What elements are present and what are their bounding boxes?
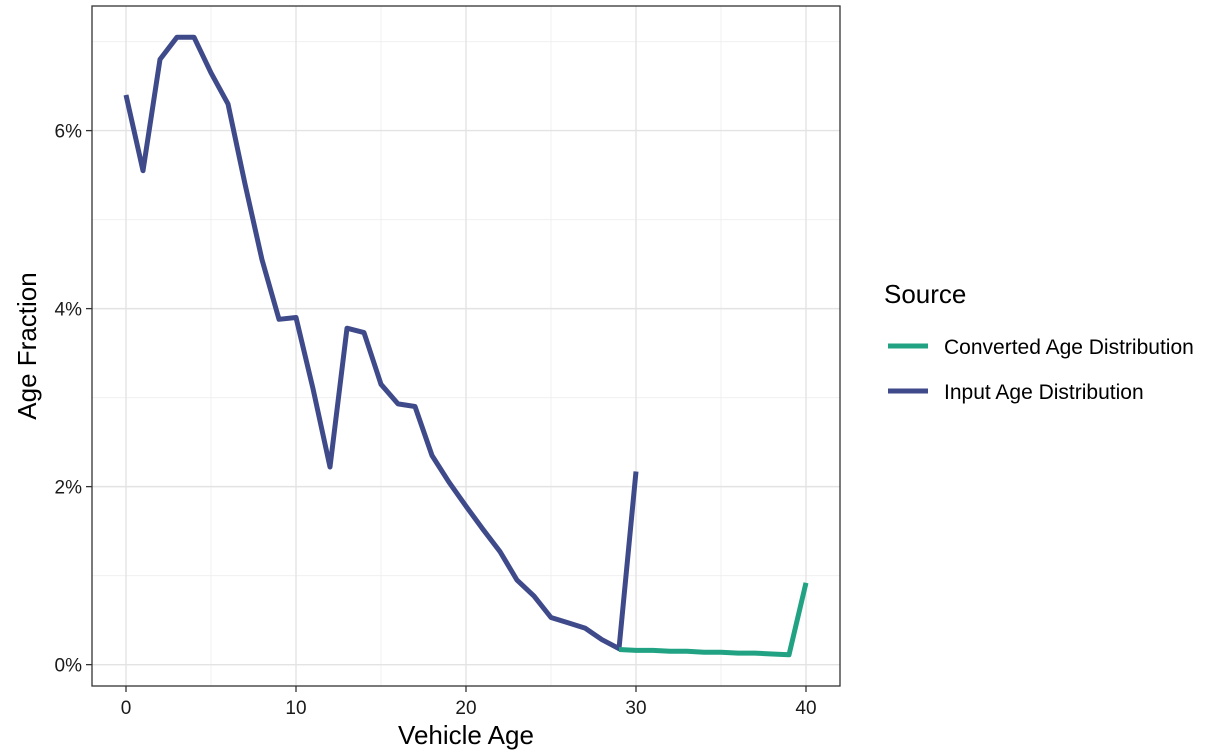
legend-title: Source xyxy=(884,279,966,309)
series-lines xyxy=(123,34,809,658)
y-tick-label: 0% xyxy=(55,656,83,677)
x-tick-label: 40 xyxy=(795,698,816,719)
legend-label: Converted Age Distribution xyxy=(944,336,1194,359)
legend: Source Converted Age Distribution Input A… xyxy=(884,279,1194,404)
x-axis-title: Vehicle Age xyxy=(398,720,534,750)
x-tick-label: 10 xyxy=(285,698,306,719)
x-tick-label: 0 xyxy=(121,698,132,719)
x-tick-label: 30 xyxy=(625,698,646,719)
series-line-converted-age-distribution xyxy=(618,582,809,658)
axes: 0 10 20 30 40 0% 2% 4% 6% xyxy=(55,122,817,719)
y-tick-label: 4% xyxy=(55,300,83,321)
y-tick-label: 2% xyxy=(55,478,83,499)
y-axis-title: Age Fraction xyxy=(12,272,42,419)
gridlines xyxy=(92,6,840,686)
y-tick-label: 6% xyxy=(55,122,83,143)
legend-label: Input Age Distribution xyxy=(944,381,1144,404)
x-tick-label: 20 xyxy=(455,698,476,719)
legend-items: Converted Age Distribution Input Age Dist… xyxy=(888,336,1194,404)
series-line-input-age-distribution xyxy=(123,34,639,652)
